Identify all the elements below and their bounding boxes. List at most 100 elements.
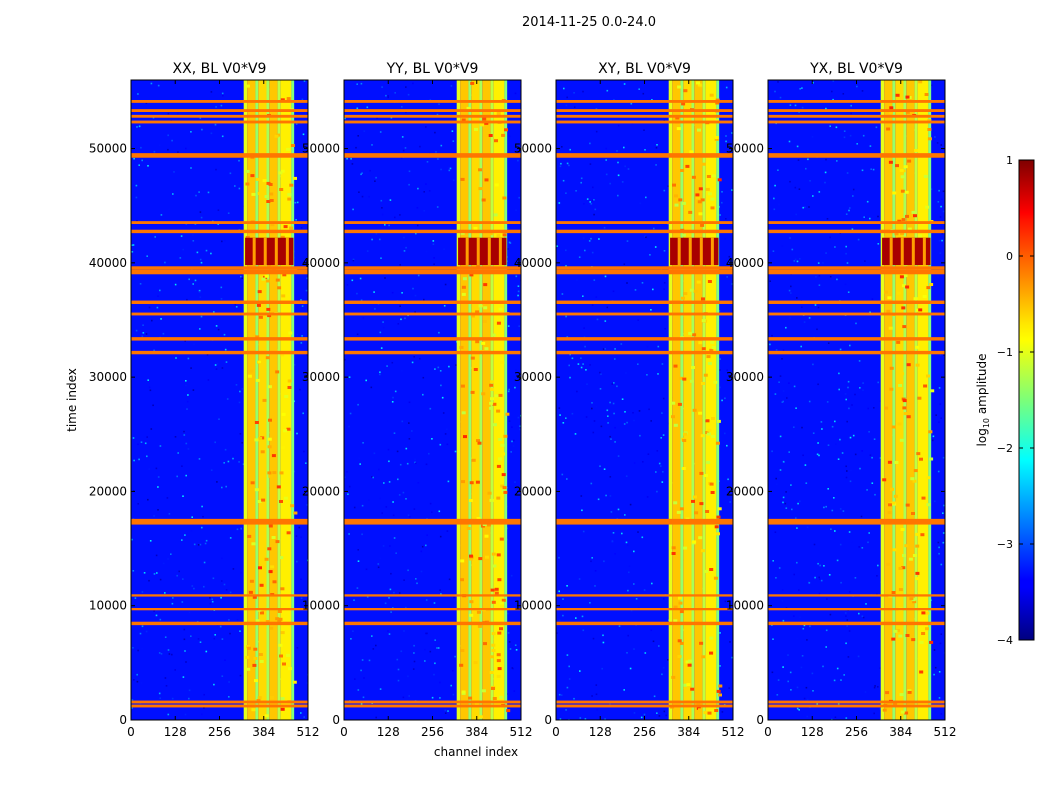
y-tick-label: 0: [119, 713, 127, 727]
band-texture: [280, 169, 285, 173]
noise-pixel: [599, 371, 601, 374]
band-texture: [278, 171, 283, 175]
band-texture: [268, 474, 273, 478]
noise-pixel: [414, 311, 416, 313]
noise-pixel: [592, 431, 595, 434]
noise-pixel: [167, 649, 170, 651]
noise-pixel: [221, 638, 224, 640]
band-texture: [907, 227, 912, 231]
noise-pixel: [831, 90, 833, 93]
x-tick-label: 512: [297, 725, 320, 739]
band-texture: [483, 306, 488, 310]
noise-pixel: [368, 499, 370, 501]
noise-pixel: [565, 315, 567, 318]
noise-pixel: [397, 478, 399, 481]
band-texture: [502, 196, 507, 200]
band-texture: [692, 495, 697, 499]
noise-pixel: [617, 124, 620, 127]
noise-pixel: [775, 477, 777, 480]
band-texture: [485, 555, 489, 559]
noise-pixel: [134, 123, 137, 126]
noise-pixel: [211, 598, 213, 601]
noise-pixel: [942, 532, 945, 534]
y-tick-label: 20000: [514, 484, 552, 498]
band-texture: [892, 548, 897, 552]
band-texture: [903, 165, 908, 169]
noise-pixel: [202, 515, 204, 518]
noise-pixel: [812, 81, 814, 84]
noise-pixel: [346, 471, 348, 473]
noise-pixel: [653, 695, 656, 698]
noise-pixel: [239, 390, 241, 393]
panel-title: YX, BL V0*V9: [809, 61, 903, 77]
noise-pixel: [785, 491, 787, 493]
noise-pixel: [188, 697, 190, 700]
band-texture: [701, 319, 706, 323]
noise-pixel: [384, 277, 386, 279]
noise-pixel: [663, 189, 666, 192]
band-texture: [245, 169, 250, 173]
band-texture: [280, 697, 285, 701]
noise-pixel: [802, 206, 804, 209]
band-texture: [715, 441, 720, 445]
band-texture: [889, 387, 894, 391]
noise-pixel: [720, 632, 722, 634]
band-texture: [919, 670, 924, 674]
noise-pixel: [582, 90, 584, 93]
noise-pixel: [228, 681, 230, 683]
y-tick-label: 10000: [302, 599, 340, 613]
band-texture: [675, 116, 680, 120]
noise-pixel: [379, 557, 382, 559]
band-texture: [682, 439, 687, 442]
band-texture: [697, 200, 702, 204]
noise-pixel: [942, 512, 944, 514]
noise-pixel: [442, 412, 445, 414]
noise-pixel: [379, 371, 381, 373]
noise-pixel: [386, 420, 389, 422]
noise-pixel: [662, 434, 665, 436]
noise-pixel: [420, 570, 423, 573]
noise-pixel: [566, 654, 569, 656]
channel-band: [928, 80, 932, 720]
band-texture: [893, 629, 898, 633]
y-tick-label: 30000: [726, 370, 764, 384]
noise-pixel: [606, 306, 609, 309]
band-texture: [460, 578, 464, 582]
band-texture: [293, 176, 297, 180]
noise-pixel: [132, 611, 135, 614]
noise-pixel: [593, 279, 596, 281]
noise-pixel: [206, 353, 209, 356]
flagged-row: [556, 120, 733, 124]
band-texture: [268, 524, 273, 528]
noise-pixel: [210, 469, 213, 471]
noise-pixel: [627, 589, 629, 592]
band-texture: [707, 362, 712, 365]
band-texture: [262, 179, 267, 183]
noise-pixel: [517, 159, 519, 162]
noise-pixel: [157, 84, 160, 87]
noise-pixel: [229, 632, 231, 635]
noise-pixel: [150, 82, 153, 85]
noise-pixel: [611, 383, 613, 385]
band-texture: [711, 174, 716, 178]
noise-pixel: [351, 279, 354, 282]
noise-pixel: [850, 469, 852, 471]
band-texture: [481, 392, 486, 396]
noise-pixel: [190, 367, 192, 369]
noise-pixel: [392, 396, 394, 399]
band-texture: [698, 212, 703, 216]
noise-pixel: [201, 526, 203, 529]
noise-pixel: [190, 530, 193, 532]
band-texture: [899, 168, 904, 172]
noise-pixel: [806, 526, 809, 529]
noise-pixel: [719, 369, 721, 371]
noise-pixel: [795, 213, 797, 216]
noise-pixel: [617, 161, 619, 164]
noise-pixel: [935, 414, 937, 416]
noise-pixel: [183, 628, 186, 631]
noise-pixel: [849, 436, 852, 439]
noise-pixel: [182, 578, 184, 580]
noise-pixel: [565, 417, 567, 419]
noise-pixel: [655, 471, 657, 473]
band-texture: [269, 626, 274, 630]
